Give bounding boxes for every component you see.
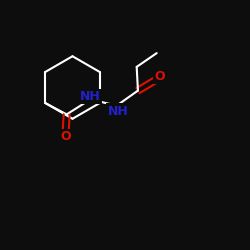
Text: NH: NH xyxy=(80,90,101,103)
Text: O: O xyxy=(154,70,165,83)
Text: NH: NH xyxy=(108,104,128,118)
Text: O: O xyxy=(60,130,71,143)
